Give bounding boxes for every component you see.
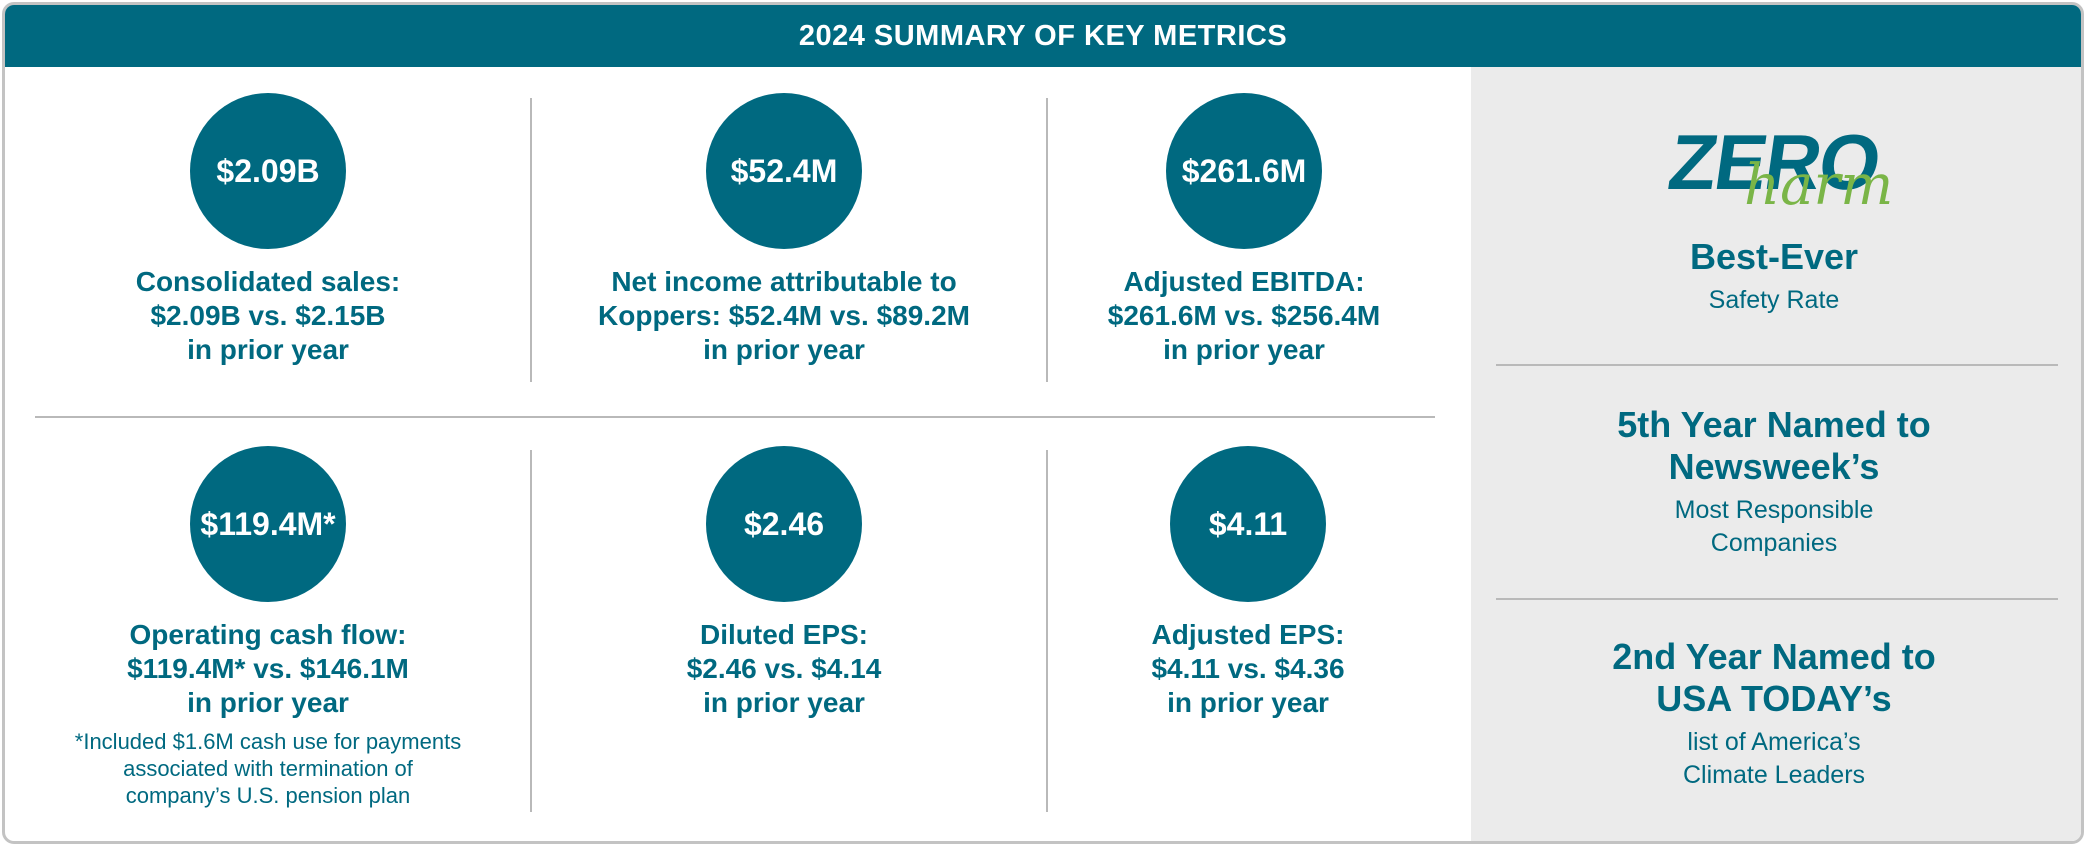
award-title-line: 2nd Year Named to xyxy=(1612,636,1936,677)
footnote-line: company’s U.S. pension plan xyxy=(125,783,411,808)
metric-description: Operating cash flow: $119.4M* vs. $146.1… xyxy=(8,618,528,720)
metric-line: Diluted EPS: xyxy=(699,619,868,650)
metric-line: in prior year xyxy=(703,334,865,365)
summary-header: 2024 SUMMARY OF KEY METRICS xyxy=(5,5,2081,67)
metric-description: Net income attributable to Koppers: $52.… xyxy=(524,265,1044,367)
logo-word-harm: harm xyxy=(1744,153,1894,218)
footnote: *Included $1.6M cash use for payments as… xyxy=(8,728,528,809)
metric-line: Consolidated sales: xyxy=(135,266,401,297)
metric-value-circle: $4.11 xyxy=(1170,446,1326,602)
divider-horizontal xyxy=(35,416,1435,418)
award-title: 5th Year Named to Newsweek’s xyxy=(1466,404,2082,488)
award-sub-line: Companies xyxy=(1710,529,1838,557)
metric-description: Adjusted EPS: $4.11 vs. $4.36 in prior y… xyxy=(988,618,1508,720)
metric-line: in prior year xyxy=(187,687,349,718)
award-subtitle: Most Responsible Companies xyxy=(1466,494,2082,560)
award-title: Best-Ever xyxy=(1466,236,2082,278)
award-title: 2nd Year Named to USA TODAY’s xyxy=(1466,636,2082,720)
divider-vertical xyxy=(530,98,532,382)
metric-operating-cash-flow: $119.4M* Operating cash flow: $119.4M* v… xyxy=(8,446,528,809)
award-sub-line: Climate Leaders xyxy=(1682,761,1866,789)
metric-adjusted-ebitda: $261.6M Adjusted EBITDA: $261.6M vs. $25… xyxy=(984,93,1504,367)
metric-value-circle: $261.6M xyxy=(1166,93,1322,249)
award-sub-line: Safety Rate xyxy=(1708,286,1840,314)
award-newsweek: 5th Year Named to Newsweek’s Most Respon… xyxy=(1466,404,2082,560)
metric-line: $4.11 vs. $4.36 xyxy=(1151,653,1345,684)
metric-line: Net income attributable to xyxy=(611,266,957,297)
metric-line: Adjusted EPS: xyxy=(1151,619,1345,650)
metric-line: $261.6M vs. $256.4M xyxy=(1107,300,1381,331)
metric-line: $2.09B vs. $2.15B xyxy=(150,300,386,331)
metric-description: Adjusted EBITDA: $261.6M vs. $256.4M in … xyxy=(984,265,1504,367)
metric-diluted-eps: $2.46 Diluted EPS: $2.46 vs. $4.14 in pr… xyxy=(524,446,1044,720)
metric-value-circle: $119.4M* xyxy=(190,446,346,602)
award-title-line: Best-Ever xyxy=(1689,236,1859,277)
award-safety: ZERO harm Best-Ever Safety Rate xyxy=(1466,118,2082,317)
metric-line: in prior year xyxy=(703,687,865,718)
divider-horizontal xyxy=(1496,364,2058,366)
award-usa-today: 2nd Year Named to USA TODAY’s list of Am… xyxy=(1466,636,2082,792)
metric-line: $2.46 vs. $4.14 xyxy=(686,653,882,684)
awards-panel xyxy=(1471,67,2081,841)
award-title-line: Newsweek’s xyxy=(1668,446,1880,487)
metric-consolidated-sales: $2.09B Consolidated sales: $2.09B vs. $2… xyxy=(8,93,528,367)
divider-vertical xyxy=(530,450,532,812)
award-subtitle: Safety Rate xyxy=(1466,284,2082,317)
metric-line: Koppers: $52.4M vs. $89.2M xyxy=(598,300,970,331)
divider-vertical xyxy=(1046,450,1048,812)
metric-description: Consolidated sales: $2.09B vs. $2.15B in… xyxy=(8,265,528,367)
award-title-line: 5th Year Named to xyxy=(1617,404,1931,445)
metric-line: $119.4M* vs. $146.1M xyxy=(127,653,409,684)
award-subtitle: list of America’s Climate Leaders xyxy=(1466,726,2082,792)
metric-value-circle: $2.46 xyxy=(706,446,862,602)
metric-net-income: $52.4M Net income attributable to Kopper… xyxy=(524,93,1044,367)
divider-horizontal xyxy=(1496,598,2058,600)
metric-adjusted-eps: $4.11 Adjusted EPS: $4.11 vs. $4.36 in p… xyxy=(988,446,1508,720)
metric-description: Diluted EPS: $2.46 vs. $4.14 in prior ye… xyxy=(524,618,1044,720)
metric-line: Adjusted EBITDA: xyxy=(1123,266,1365,297)
divider-vertical xyxy=(1046,98,1048,382)
footnote-line: associated with termination of xyxy=(123,756,413,781)
metric-line: Operating cash flow: xyxy=(129,619,407,650)
metric-value-circle: $2.09B xyxy=(190,93,346,249)
award-title-line: USA TODAY’s xyxy=(1656,678,1892,719)
metric-line: in prior year xyxy=(187,334,349,365)
award-sub-line: list of America’s xyxy=(1687,728,1861,756)
metric-line: in prior year xyxy=(1163,334,1325,365)
footnote-line: *Included $1.6M cash use for payments xyxy=(74,729,462,754)
metric-value-circle: $52.4M xyxy=(706,93,862,249)
metric-line: in prior year xyxy=(1167,687,1329,718)
award-sub-line: Most Responsible xyxy=(1674,496,1874,524)
zero-harm-logo: ZERO harm xyxy=(1654,118,1894,222)
